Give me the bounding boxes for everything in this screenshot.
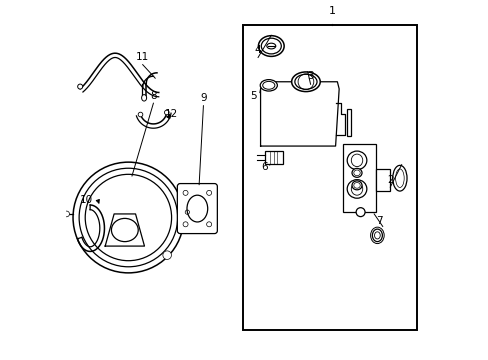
Polygon shape bbox=[105, 214, 144, 246]
Ellipse shape bbox=[392, 165, 406, 191]
Ellipse shape bbox=[351, 181, 361, 190]
Text: 12: 12 bbox=[164, 109, 178, 119]
Ellipse shape bbox=[260, 80, 277, 91]
Ellipse shape bbox=[395, 169, 404, 188]
Circle shape bbox=[206, 222, 211, 227]
Bar bbox=[346, 109, 350, 136]
Ellipse shape bbox=[346, 151, 366, 170]
Ellipse shape bbox=[164, 110, 169, 115]
Text: 3: 3 bbox=[306, 71, 313, 81]
Circle shape bbox=[73, 162, 183, 273]
Circle shape bbox=[206, 190, 211, 195]
Text: 8: 8 bbox=[150, 91, 156, 101]
Bar bbox=[375, 169, 389, 191]
FancyBboxPatch shape bbox=[177, 184, 217, 234]
Circle shape bbox=[185, 210, 189, 214]
Bar bbox=[242, 24, 416, 330]
Bar bbox=[343, 144, 375, 212]
Ellipse shape bbox=[258, 36, 284, 57]
Text: 1: 1 bbox=[328, 6, 335, 17]
Ellipse shape bbox=[138, 112, 142, 117]
Ellipse shape bbox=[291, 72, 320, 91]
Text: 2: 2 bbox=[386, 175, 393, 185]
Text: 9: 9 bbox=[200, 93, 206, 103]
Text: 10: 10 bbox=[80, 195, 93, 204]
Ellipse shape bbox=[111, 219, 138, 242]
Ellipse shape bbox=[372, 229, 382, 242]
Ellipse shape bbox=[355, 208, 365, 217]
Text: 5: 5 bbox=[249, 91, 256, 101]
Text: 11: 11 bbox=[136, 52, 149, 62]
Polygon shape bbox=[260, 82, 339, 146]
Bar bbox=[264, 151, 282, 164]
Text: 4: 4 bbox=[254, 45, 261, 55]
Circle shape bbox=[163, 251, 171, 260]
Circle shape bbox=[63, 211, 69, 217]
Ellipse shape bbox=[351, 168, 361, 177]
Ellipse shape bbox=[142, 95, 146, 101]
Text: 7: 7 bbox=[375, 216, 382, 226]
Circle shape bbox=[183, 222, 188, 227]
Ellipse shape bbox=[78, 84, 82, 89]
Circle shape bbox=[183, 190, 188, 195]
Text: 6: 6 bbox=[260, 162, 267, 172]
Ellipse shape bbox=[346, 180, 366, 198]
